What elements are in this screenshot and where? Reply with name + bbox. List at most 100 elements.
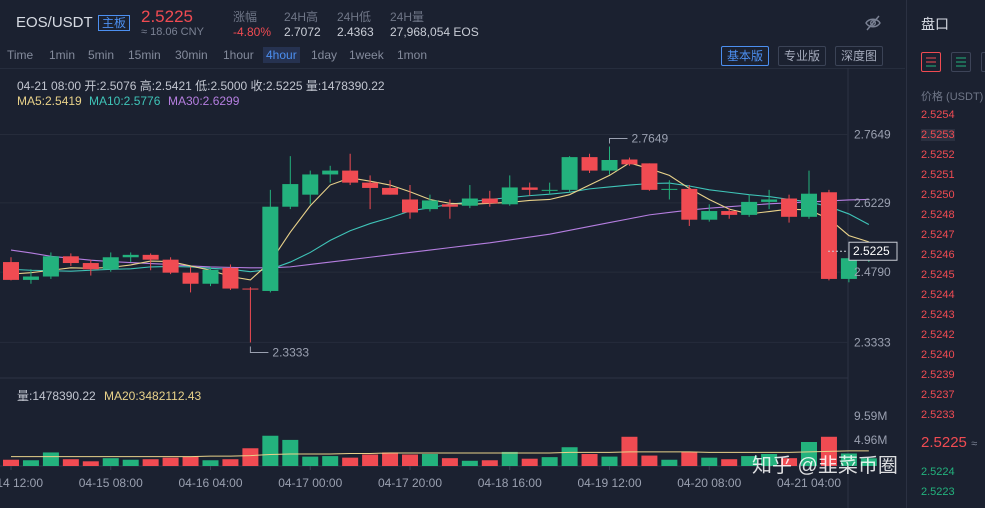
volume-bar[interactable] bbox=[242, 448, 259, 466]
volume-bar[interactable] bbox=[302, 456, 319, 466]
candle[interactable] bbox=[162, 257, 179, 275]
volume-bar[interactable] bbox=[282, 439, 299, 466]
volume-bar[interactable] bbox=[781, 458, 798, 466]
volume-bar[interactable] bbox=[262, 435, 279, 466]
candle[interactable] bbox=[402, 185, 418, 219]
candle[interactable] bbox=[302, 170, 319, 205]
volume-bar[interactable] bbox=[402, 454, 418, 466]
volume-bar[interactable] bbox=[441, 458, 458, 466]
candle[interactable] bbox=[42, 252, 59, 279]
tf-1min[interactable]: 1min bbox=[49, 48, 76, 62]
orderbook-ask-row[interactable]: 2.5254 bbox=[921, 109, 955, 121]
candle[interactable] bbox=[222, 264, 239, 290]
candle[interactable] bbox=[561, 156, 578, 193]
candle[interactable] bbox=[202, 266, 219, 287]
candle[interactable] bbox=[661, 180, 678, 200]
volume-bar[interactable] bbox=[42, 452, 59, 466]
candle[interactable] bbox=[102, 252, 119, 272]
volume-bar[interactable] bbox=[222, 459, 239, 466]
candle[interactable] bbox=[282, 156, 299, 210]
volume-bar[interactable] bbox=[761, 454, 778, 466]
tf-15min[interactable]: 15min bbox=[128, 48, 161, 62]
volume-bar[interactable] bbox=[182, 456, 199, 466]
volume-bar[interactable] bbox=[601, 456, 618, 466]
tf-time[interactable]: Time bbox=[7, 48, 34, 62]
volume-bar[interactable] bbox=[741, 456, 758, 466]
tf-1day[interactable]: 1day bbox=[311, 48, 338, 62]
candle[interactable] bbox=[820, 189, 837, 281]
orderbook-ask-row[interactable]: 2.5239 bbox=[921, 369, 955, 381]
eye-off-icon[interactable] bbox=[864, 14, 882, 32]
volume-bar[interactable] bbox=[82, 461, 99, 466]
mode-pro-button[interactable]: 专业版 bbox=[778, 46, 827, 66]
candle[interactable] bbox=[322, 165, 339, 183]
candle[interactable] bbox=[421, 194, 438, 212]
volume-bar[interactable] bbox=[541, 457, 558, 466]
volume-bar[interactable] bbox=[840, 453, 857, 466]
volume-bar[interactable] bbox=[581, 454, 598, 466]
tf-4hour[interactable]: 4hour bbox=[263, 47, 300, 63]
candle[interactable] bbox=[441, 199, 458, 219]
candle[interactable] bbox=[621, 157, 638, 166]
volume-bar[interactable] bbox=[22, 460, 39, 466]
candle[interactable] bbox=[781, 194, 798, 223]
asks-only-view-icon[interactable] bbox=[981, 52, 985, 72]
mode-depth-button[interactable]: 深度图 bbox=[835, 46, 884, 66]
candle[interactable] bbox=[681, 185, 698, 226]
volume-bar[interactable] bbox=[421, 454, 438, 466]
tf-1mon[interactable]: 1mon bbox=[397, 48, 428, 62]
volume-bar[interactable] bbox=[561, 447, 578, 466]
candle[interactable] bbox=[3, 257, 19, 281]
volume-bar[interactable] bbox=[621, 436, 638, 466]
orderbook-ask-row[interactable]: 2.5242 bbox=[921, 329, 955, 341]
volume-bar[interactable] bbox=[342, 457, 359, 466]
tf-5min[interactable]: 5min bbox=[88, 48, 115, 62]
orderbook-ask-row[interactable]: 2.5248 bbox=[921, 209, 955, 221]
volume-bar[interactable] bbox=[142, 459, 159, 466]
tf-1hour[interactable]: 1hour bbox=[223, 48, 254, 62]
candle[interactable] bbox=[721, 208, 738, 219]
volume-bar[interactable] bbox=[102, 458, 119, 466]
orderbook-ask-row[interactable]: 2.5245 bbox=[921, 269, 955, 281]
candle[interactable] bbox=[481, 190, 498, 207]
candle[interactable] bbox=[142, 253, 159, 271]
candle[interactable] bbox=[581, 153, 598, 173]
pair-name[interactable]: EOS/USDT bbox=[16, 14, 93, 31]
volume-bar[interactable] bbox=[382, 452, 399, 466]
volume-bar[interactable] bbox=[481, 460, 498, 466]
orderbook-ask-row[interactable]: 2.5244 bbox=[921, 289, 955, 301]
candle[interactable] bbox=[741, 194, 758, 217]
volume-bar[interactable] bbox=[3, 459, 19, 466]
orderbook-ask-row[interactable]: 2.5247 bbox=[921, 229, 955, 241]
volume-bar[interactable] bbox=[62, 459, 79, 466]
candle[interactable] bbox=[242, 287, 259, 343]
volume-bar[interactable] bbox=[162, 457, 179, 466]
orderbook-ask-row[interactable]: 2.5246 bbox=[921, 249, 955, 261]
candle[interactable] bbox=[342, 153, 359, 186]
orderbook-bid-row[interactable]: 2.5223 bbox=[921, 486, 955, 498]
asks-bids-view-icon[interactable] bbox=[921, 52, 941, 72]
tf-1week[interactable]: 1week bbox=[349, 48, 384, 62]
candle[interactable] bbox=[501, 175, 518, 206]
candle[interactable] bbox=[601, 146, 618, 175]
orderbook-ask-row[interactable]: 2.5240 bbox=[921, 349, 955, 361]
candle[interactable] bbox=[641, 163, 658, 191]
candle[interactable] bbox=[82, 259, 99, 276]
volume-bar[interactable] bbox=[721, 459, 738, 466]
bids-only-view-icon[interactable] bbox=[951, 52, 971, 72]
candle[interactable] bbox=[521, 182, 538, 196]
orderbook-ask-row[interactable]: 2.5253 bbox=[921, 129, 955, 141]
tf-30min[interactable]: 30min bbox=[175, 48, 208, 62]
volume-bar[interactable] bbox=[681, 451, 698, 466]
mode-basic-button[interactable]: 基本版 bbox=[721, 46, 770, 66]
candlestick-chart[interactable]: 04-21 08:00 开:2.5076 高:2.5421 低:2.5000 收… bbox=[0, 68, 905, 508]
candle[interactable] bbox=[182, 266, 199, 293]
volume-bar[interactable] bbox=[521, 458, 538, 466]
candle[interactable] bbox=[262, 189, 279, 293]
orderbook-ask-row[interactable]: 2.5251 bbox=[921, 169, 955, 181]
orderbook-ask-row[interactable]: 2.5250 bbox=[921, 189, 955, 201]
volume-bar[interactable] bbox=[641, 455, 658, 466]
volume-bar[interactable] bbox=[461, 460, 478, 466]
volume-bar[interactable] bbox=[501, 451, 518, 466]
orderbook-ask-row[interactable]: 2.5237 bbox=[921, 389, 955, 401]
